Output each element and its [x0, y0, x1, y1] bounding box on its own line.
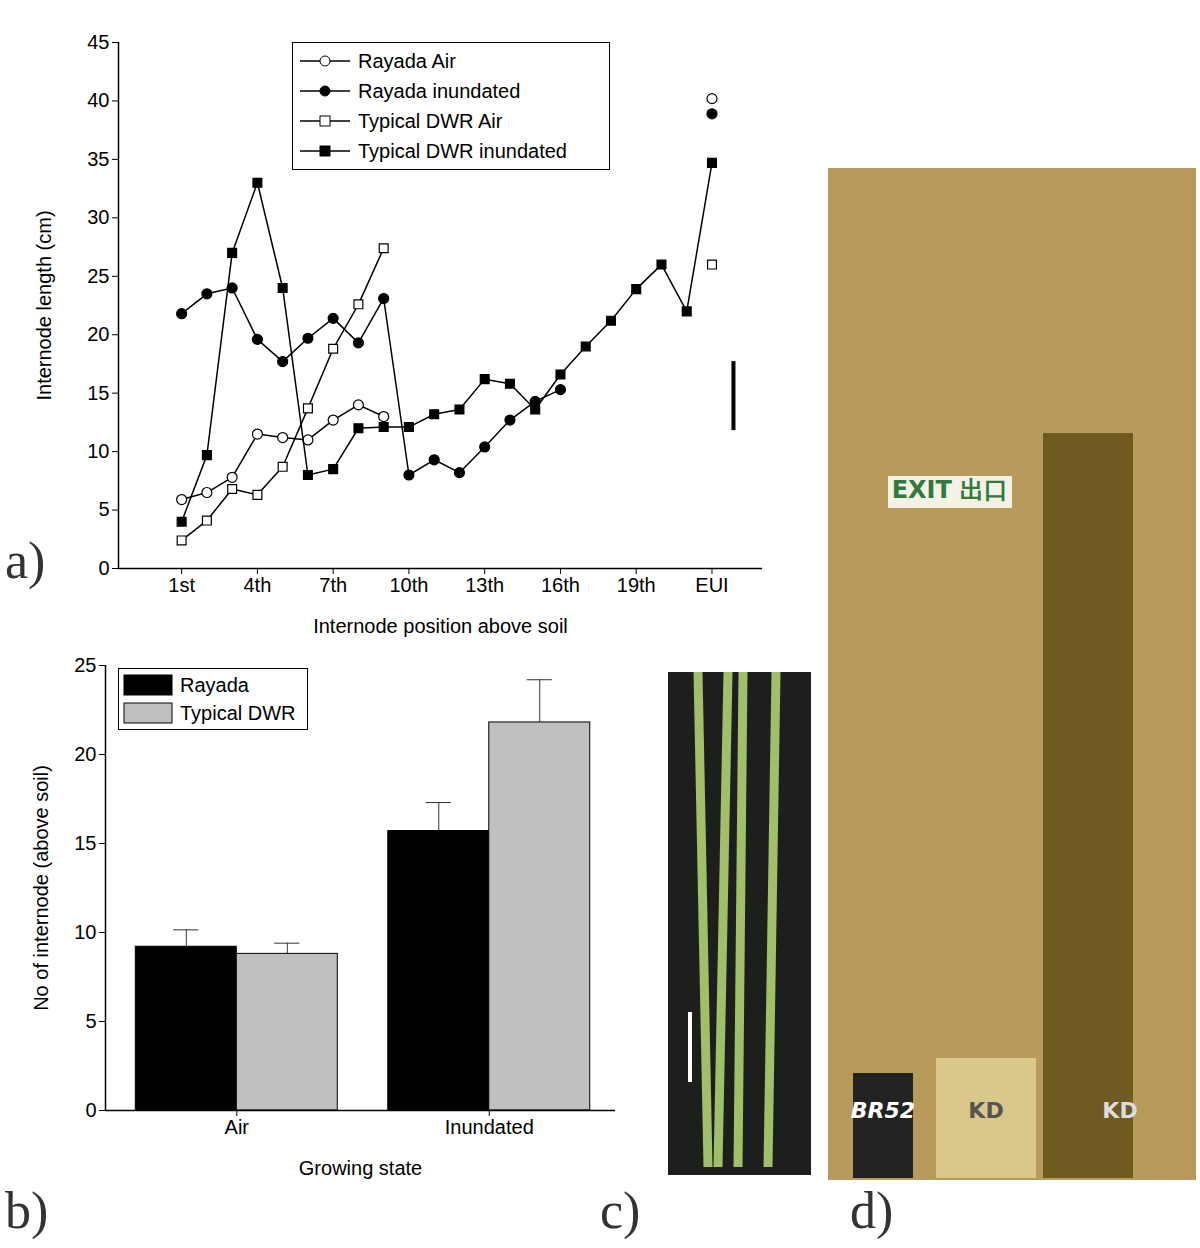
svg-text:13th: 13th	[465, 574, 504, 596]
svg-text:0: 0	[85, 1099, 96, 1121]
svg-text:Rayada inundated: Rayada inundated	[358, 80, 520, 102]
svg-text:Internode length (cm): Internode length (cm)	[33, 210, 55, 400]
svg-text:Growing state: Growing state	[299, 1157, 422, 1179]
svg-text:25: 25	[74, 654, 96, 676]
html-text:d): d)	[850, 1182, 894, 1239]
svg-text:KD: KD	[968, 1098, 1003, 1123]
svg-text:20: 20	[74, 743, 96, 765]
html-text:a): a)	[5, 532, 46, 589]
svg-text:Air: Air	[225, 1116, 250, 1138]
svg-text:Rayada Air: Rayada Air	[358, 50, 456, 72]
svg-text:Inundated: Inundated	[445, 1116, 534, 1138]
svg-text:No of internode (above soil): No of internode (above soil)	[30, 765, 52, 1011]
svg-text:19th: 19th	[617, 574, 656, 596]
svg-text:25: 25	[87, 265, 109, 287]
svg-text:Typical DWR Air: Typical DWR Air	[358, 110, 503, 132]
svg-text:Rayada: Rayada	[180, 674, 250, 696]
svg-text:0: 0	[98, 557, 109, 579]
svg-text:Internode position above soil: Internode position above soil	[313, 615, 568, 637]
svg-text:5: 5	[85, 1010, 96, 1032]
svg-text:15: 15	[87, 382, 109, 404]
svg-text:BR52: BR52	[851, 1098, 915, 1123]
html-text:c): c)	[600, 1182, 641, 1239]
svg-text:30: 30	[87, 206, 109, 228]
svg-text:10th: 10th	[389, 574, 428, 596]
svg-text:10: 10	[74, 921, 96, 943]
svg-text:EXIT 出口: EXIT 出口	[892, 476, 1009, 504]
svg-text:40: 40	[87, 89, 109, 111]
svg-text:Typical DWR: Typical DWR	[180, 702, 296, 724]
svg-text:45: 45	[87, 31, 109, 53]
svg-text:16th: 16th	[541, 574, 580, 596]
svg-text:10: 10	[87, 440, 109, 462]
svg-text:35: 35	[87, 148, 109, 170]
svg-text:4th: 4th	[243, 574, 271, 596]
svg-text:1st: 1st	[168, 574, 195, 596]
svg-text:EUI: EUI	[695, 574, 728, 596]
svg-text:7th: 7th	[319, 574, 347, 596]
html-text:b): b)	[5, 1182, 49, 1239]
svg-text:20: 20	[87, 323, 109, 345]
svg-text:Typical DWR inundated: Typical DWR inundated	[358, 140, 567, 162]
svg-text:KD: KD	[1102, 1098, 1137, 1123]
svg-text:5: 5	[98, 498, 109, 520]
svg-text:15: 15	[74, 832, 96, 854]
